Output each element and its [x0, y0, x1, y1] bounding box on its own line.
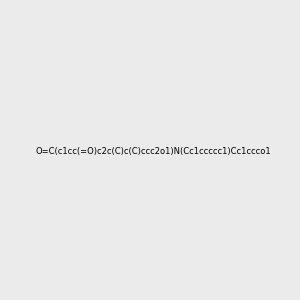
Text: O=C(c1cc(=O)c2c(C)c(C)ccc2o1)N(Cc1ccccc1)Cc1ccco1: O=C(c1cc(=O)c2c(C)c(C)ccc2o1)N(Cc1ccccc1…	[36, 147, 272, 156]
